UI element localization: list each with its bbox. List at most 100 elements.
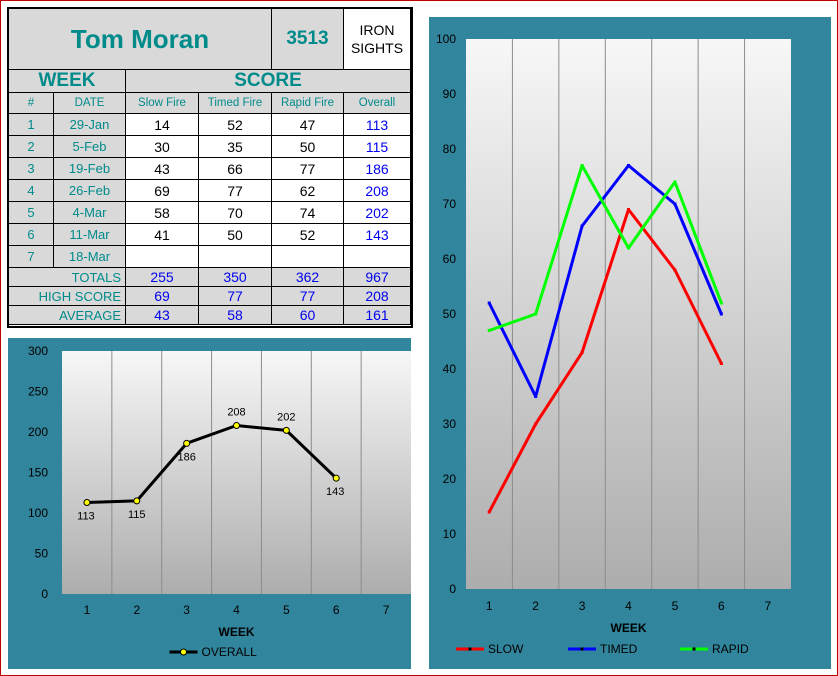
table-row: 5 4-Mar 58 70 74 202 (8, 201, 411, 224)
rapid-score[interactable]: 50 (271, 135, 344, 158)
data-point (627, 246, 630, 250)
data-point (133, 497, 141, 505)
y-tick-label: 20 (443, 472, 457, 486)
timed-score[interactable]: 52 (198, 113, 272, 136)
slow-score[interactable] (125, 245, 199, 268)
average-label: AVERAGE (8, 305, 126, 325)
x-tick-label: 3 (183, 603, 190, 617)
column-header-overall: Overall (343, 92, 411, 114)
data-point (233, 422, 240, 430)
y-tick-label: 70 (443, 197, 457, 211)
phase-scores-chart: 0 10 20 30 40 50 60 70 80 90 100 1 2 3 4 5 6 7 WEEK SLOW TIM… (429, 17, 831, 669)
column-header-date: DATE (53, 92, 126, 114)
data-point (332, 474, 340, 482)
overall-chart: 0 50 100 150 200 250 300 1 2 3 4 5 6 7 WEEK 113 115 186 20… (8, 338, 411, 669)
y-tick-label: 10 (443, 527, 457, 541)
column-header-timed: Timed Fire (198, 92, 272, 114)
y-tick-label: 50 (35, 547, 49, 561)
data-label: 115 (128, 509, 146, 521)
shooter-number: 3513 (271, 8, 344, 70)
sights-line-2: SIGHTS (350, 40, 404, 56)
timed-score[interactable] (198, 245, 272, 268)
y-tick-label: 50 (443, 307, 457, 321)
data-point (487, 329, 491, 332)
x-tick-label: 1 (486, 599, 493, 613)
y-tick-label: 100 (436, 32, 456, 46)
slow-score[interactable]: 41 (125, 223, 199, 246)
week-header: WEEK (8, 69, 126, 93)
data-point (183, 439, 191, 447)
data-label: 208 (227, 407, 245, 419)
high-score-label: HIGH SCORE (8, 286, 126, 306)
timed-score[interactable]: 35 (198, 135, 272, 158)
totals-slow: 255 (125, 267, 199, 287)
data-point (534, 422, 538, 426)
y-tick-label: 0 (449, 582, 456, 596)
slow-score[interactable]: 43 (125, 157, 199, 180)
y-tick-label: 90 (443, 87, 457, 101)
totals-timed: 350 (198, 267, 272, 287)
score-header: SCORE (125, 69, 411, 93)
high-score-rapid: 77 (271, 286, 344, 306)
legend-marker (580, 647, 584, 651)
row-date: 19-Feb (53, 157, 126, 180)
data-point (627, 208, 630, 211)
rapid-score[interactable]: 47 (271, 113, 344, 136)
timed-score[interactable]: 77 (198, 179, 272, 202)
legend-label-rapid: RAPID (712, 642, 749, 656)
data-point (282, 426, 290, 434)
row-number: 6 (8, 223, 54, 246)
series-line-overall (86, 424, 338, 504)
table-row: 7 18-Mar (8, 245, 411, 268)
data-label: 113 (77, 510, 95, 522)
x-tick-label: 1 (84, 603, 91, 617)
rapid-score[interactable]: 52 (271, 223, 344, 246)
totals-label: TOTALS (8, 267, 126, 287)
slow-score[interactable]: 30 (125, 135, 199, 158)
row-number: 1 (8, 113, 54, 136)
rapid-score[interactable] (271, 245, 344, 268)
data-point (719, 362, 723, 365)
y-tick-label: 200 (28, 425, 48, 439)
legend-label-slow: SLOW (488, 642, 524, 656)
rapid-score[interactable]: 62 (271, 179, 344, 202)
data-point (83, 498, 91, 506)
average-overall: 161 (343, 305, 411, 325)
phase-scores-chart-svg: 0 10 20 30 40 50 60 70 80 90 100 1 2 3 4 5 6 7 WEEK SLOW TIM… (429, 17, 831, 669)
slow-score[interactable]: 14 (125, 113, 199, 136)
row-date: 26-Feb (53, 179, 126, 202)
high-score-row: HIGH SCORE 69 77 77 208 (8, 286, 411, 306)
overall-score: 143 (343, 223, 411, 246)
data-point (627, 164, 630, 167)
timed-score[interactable]: 66 (198, 157, 272, 180)
totals-rapid: 362 (271, 267, 344, 287)
x-tick-label: 5 (672, 599, 679, 613)
x-axis-title: WEEK (219, 625, 255, 639)
overall-score: 208 (343, 179, 411, 202)
rapid-score[interactable]: 77 (271, 157, 344, 180)
data-point (580, 224, 584, 228)
x-tick-label: 2 (532, 599, 539, 613)
totals-overall: 967 (343, 267, 411, 287)
table-row: 1 29-Jan 14 52 47 113 (8, 113, 411, 136)
data-label: 202 (277, 411, 295, 423)
legend-marker (180, 648, 187, 656)
x-tick-label: 4 (233, 603, 240, 617)
timed-score[interactable]: 50 (198, 223, 272, 246)
x-tick-label: 6 (718, 599, 725, 613)
data-point (487, 301, 491, 305)
x-tick-label: 3 (579, 599, 586, 613)
timed-score[interactable]: 70 (198, 201, 272, 224)
x-tick-label: 7 (764, 599, 771, 613)
y-tick-label: 30 (443, 417, 457, 431)
rapid-score[interactable]: 74 (271, 201, 344, 224)
slow-score[interactable]: 69 (125, 179, 199, 202)
y-tick-label: 0 (41, 587, 48, 601)
overall-score: 113 (343, 113, 411, 136)
data-point (673, 268, 677, 272)
slow-score[interactable]: 58 (125, 201, 199, 224)
row-date: 29-Jan (53, 113, 126, 136)
table-row: 4 26-Feb 69 77 62 208 (8, 179, 411, 202)
data-point (673, 180, 677, 184)
column-header-slow: Slow Fire (125, 92, 199, 114)
